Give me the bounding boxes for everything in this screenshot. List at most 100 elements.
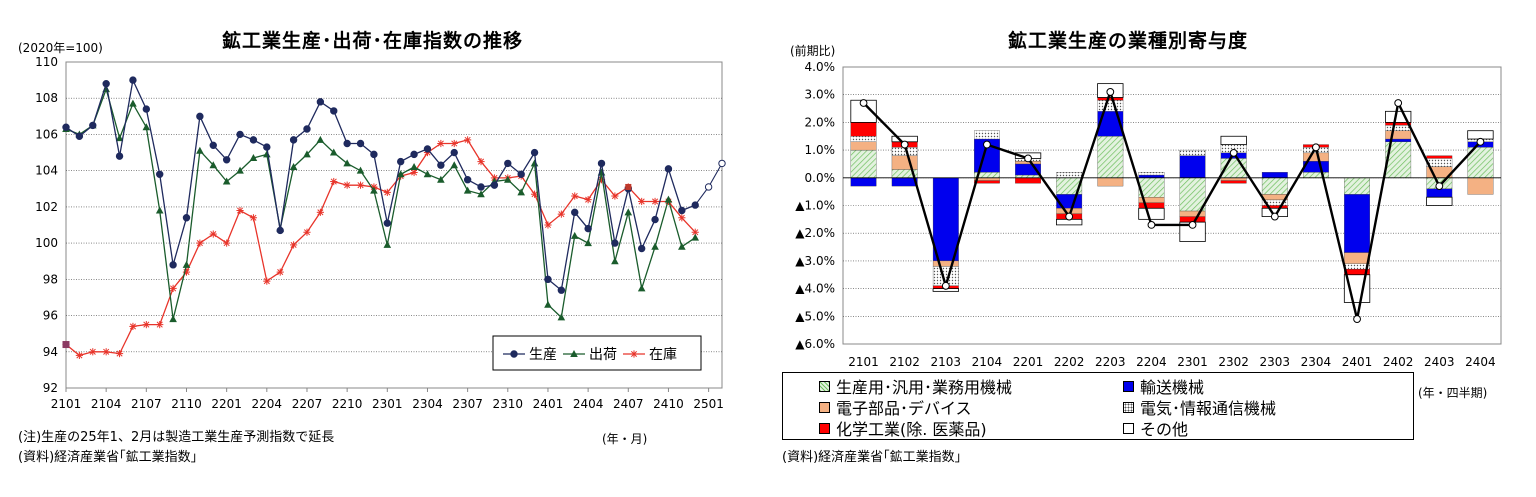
data-point [142, 321, 150, 329]
y-tick-label: 3.0% [805, 88, 836, 102]
data-point [236, 166, 244, 174]
bar-segment-4 [1015, 177, 1041, 184]
data-point [115, 134, 124, 142]
data-point [370, 186, 378, 194]
star-stroke [277, 269, 284, 276]
star-stroke [571, 192, 578, 200]
data-point [102, 80, 110, 88]
bar-segment-5 [1426, 196, 1453, 206]
bar-segment-1 [1385, 138, 1412, 142]
data-point [383, 219, 392, 227]
y-tick-label: ▲3.0% [795, 254, 835, 268]
star-stroke [477, 158, 485, 165]
data-point [356, 181, 365, 189]
data-point [678, 214, 686, 222]
data-point [289, 136, 298, 144]
data-point [129, 99, 137, 107]
x-tick-label: 2107 [131, 397, 162, 411]
data-point [557, 286, 566, 294]
bar-segment-3 [974, 130, 1000, 140]
data-point [222, 156, 231, 164]
data-point [691, 233, 700, 241]
y-tick-label: ▲6.0% [795, 337, 835, 351]
bar-segment-2 [1097, 177, 1124, 187]
x-tick-label: 2501 [693, 397, 724, 411]
star-stroke [330, 178, 337, 185]
bar-segment-1 [1138, 174, 1165, 178]
star-stroke [263, 278, 270, 285]
bar-segment-1 [850, 177, 877, 187]
left-note: (注)生産の25年1、2月は製造工業生産予測指数で延長 [18, 430, 335, 445]
bar-segment-0 [1015, 174, 1041, 178]
right-chart-title: 鉱工業生産の業種別寄与度 [1008, 30, 1249, 52]
x-tick-label: 2204 [252, 397, 283, 411]
star-stroke [531, 191, 538, 198]
bar-segment-2 [1179, 210, 1206, 217]
x-tick-label: 2310 [493, 397, 524, 411]
star-stroke [236, 207, 244, 214]
bar-segment-2 [1344, 252, 1370, 264]
y-tick-label: 98 [43, 272, 58, 286]
star-stroke [223, 240, 230, 247]
data-point [209, 161, 218, 169]
x-tick-label: 2210 [332, 397, 363, 411]
star-stroke [678, 214, 685, 221]
highlight-point [625, 183, 632, 190]
data-point [557, 210, 565, 218]
data-point [209, 230, 217, 238]
bar-segment-0 [1097, 136, 1124, 178]
star-stroke [344, 182, 351, 189]
star-stroke [652, 198, 659, 205]
total-point [1024, 154, 1032, 163]
star-stroke [103, 348, 110, 355]
bar-segment-1 [1179, 155, 1206, 178]
series-line-0 [65, 77, 696, 292]
data-point [597, 159, 606, 168]
data-point [196, 112, 204, 121]
data-point [584, 224, 592, 233]
data-point [62, 123, 70, 131]
x-tick-label: 2304 [1301, 355, 1332, 369]
data-point [624, 208, 633, 216]
data-point [343, 139, 351, 148]
bar-segment-2 [1261, 194, 1288, 201]
data-point [156, 321, 164, 329]
bar-segment-0 [1179, 177, 1206, 212]
data-point [343, 159, 351, 167]
data-point [329, 148, 338, 156]
data-point [249, 136, 258, 144]
bar-segment-4 [974, 180, 1000, 184]
y-tick-label: 104 [35, 164, 58, 178]
bar-segment-4 [1097, 97, 1124, 101]
x-tick-label: 2407 [613, 397, 644, 411]
data-point [196, 146, 204, 154]
line-legend: 生産 出荷 在庫 [492, 335, 702, 371]
bar-legend: 生産用･汎用･業務用機械 輸送機械 電子部品･デバイス 電気･情報通信機械 化学… [782, 372, 1414, 440]
legend-label: 出荷 [589, 347, 617, 363]
data-point [249, 214, 258, 222]
bar-segment-0 [1303, 172, 1329, 178]
data-point [530, 148, 539, 157]
line-chart: 92 94 96 98 100 102 104 106 108 110 2101 2104 2107 21… [35, 55, 726, 411]
data-point [303, 228, 311, 236]
data-point [263, 143, 271, 151]
left-chart-title: 鉱工業生産･出荷･在庫指数の推移 [222, 30, 524, 52]
data-point [651, 242, 659, 250]
data-point [517, 188, 525, 196]
x-tick-label: 2103 [931, 355, 962, 369]
data-point [490, 181, 499, 189]
data-point [356, 139, 365, 148]
data-point [209, 141, 217, 150]
data-point [584, 196, 592, 204]
x-tick-label: 2402 [1383, 355, 1414, 369]
data-point [437, 161, 445, 169]
bar-segment-2 [891, 155, 918, 170]
data-point [383, 188, 391, 196]
data-point [423, 170, 432, 178]
star-stroke [196, 240, 203, 247]
data-point [276, 268, 284, 276]
bar-segment-3 [1097, 100, 1124, 112]
bar-segment-5 [1385, 110, 1412, 123]
data-point [651, 215, 659, 224]
legend-frame [492, 335, 702, 371]
